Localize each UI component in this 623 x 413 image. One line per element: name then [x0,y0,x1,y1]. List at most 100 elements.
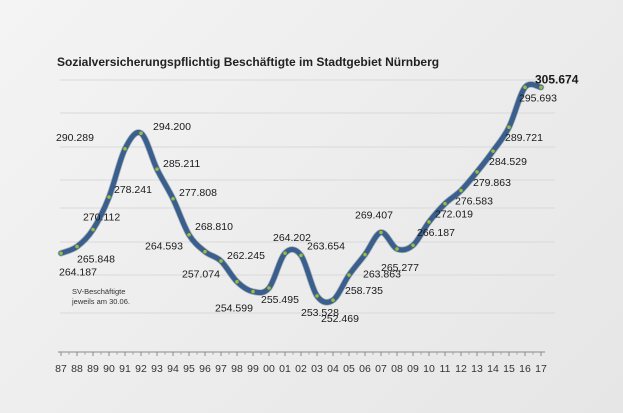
x-axis: 87 88 89 90 91 92 93 94 95 96 97 98 99 00 01 02 03 04 05 06… [55,351,547,375]
data-label: 258.735 [345,285,383,297]
data-point [379,230,383,235]
data-point [443,201,447,206]
data-label: 270.112 [83,212,120,224]
x-tick-label: 04 [327,363,339,375]
data-label: 305.674 [535,72,579,86]
x-tick-label: 06 [359,363,371,375]
data-label: 278.241 [114,184,152,196]
data-label: 253.528 [301,307,339,319]
x-tick-label: 95 [183,363,195,375]
data-label: 266.187 [417,227,455,239]
data-label: 257.074 [182,269,220,281]
x-tick-label: 92 [135,363,147,375]
x-tick-label: 00 [263,363,275,375]
x-tick-label: 17 [535,363,547,375]
note-line-1: SV-Beschäftigte [72,287,125,296]
data-label: 279.863 [473,177,511,189]
x-tick-label: 09 [407,363,419,375]
data-label: 265.848 [77,254,115,266]
data-point [459,188,463,193]
data-point [75,244,79,249]
x-tick-label: 99 [247,363,259,375]
data-label: 265.277 [381,262,419,274]
data-point [91,227,95,232]
data-label: 252.469 [321,313,359,325]
data-point [203,249,207,254]
chart-note: SV-Beschäftigte jeweils am 30.06. [71,287,130,306]
data-label: 294.200 [153,121,191,133]
data-label: 255.495 [261,294,299,306]
x-tick-label: 97 [215,363,227,375]
x-tick-label: 90 [103,363,115,375]
data-label: 263.654 [307,240,345,252]
data-label: 269.407 [355,209,393,221]
data-point [523,85,527,90]
x-tick-label: 10 [423,363,435,375]
data-point [315,294,319,298]
data-label: 272.019 [435,209,473,221]
x-tick-label: 93 [151,363,163,375]
data-label: 284.529 [489,156,527,168]
x-tick-label: 91 [119,363,131,375]
data-point [139,131,143,135]
data-point [59,251,63,256]
data-point [331,298,335,302]
chart-title: Sozialversicherungspflichtig Beschäftigt… [57,55,439,69]
x-tick-label: 94 [167,363,179,375]
data-point [235,279,239,284]
x-tick-label: 87 [55,363,67,375]
data-label: 277.808 [179,187,217,199]
grid-lines [60,79,555,314]
x-tick-label: 07 [375,363,387,375]
x-tick-label: 16 [519,363,531,375]
x-tick-label: 11 [440,363,451,375]
data-point [267,286,271,290]
x-tick-label: 14 [487,363,499,375]
data-label: 263.863 [363,269,401,281]
data-point [283,251,287,255]
x-tick-label: 96 [199,363,211,375]
x-tick-label: 88 [71,363,83,375]
data-label: 285.211 [163,158,200,170]
data-label: 276.583 [455,196,493,208]
data-point [411,243,415,248]
x-tick-label: 03 [311,363,323,375]
data-label: 290.289 [56,132,94,144]
x-tick-label: 15 [503,363,515,375]
data-label: 264.187 [59,266,97,278]
data-label: 262.245 [227,250,265,262]
data-point [539,85,543,90]
note-line-2: jeweils am 30.06. [71,297,130,306]
data-point [347,273,351,277]
x-tick-label: 89 [87,363,99,375]
data-point [507,125,511,130]
data-point [123,147,127,151]
data-label: 268.810 [195,221,233,233]
x-tick-label: 01 [279,363,291,375]
x-tick-label: 08 [391,363,403,375]
x-tick-label: 02 [295,363,307,375]
x-tick-label: 05 [343,363,355,375]
data-point [363,252,367,257]
data-point [427,220,431,224]
data-label: 289.721 [505,132,543,144]
data-point [155,167,159,171]
x-tick-label: 98 [231,363,243,375]
data-markers [59,85,543,302]
data-label: 264.593 [145,241,183,253]
data-point [171,196,175,201]
x-tick-label: 12 [455,363,467,375]
x-tick-label: 13 [471,363,483,375]
data-label: 254.599 [215,303,253,315]
data-point [395,247,399,251]
data-point [299,253,303,258]
data-point [475,170,479,174]
data-point [107,195,111,199]
data-point [219,259,223,263]
data-point [187,232,191,237]
data-point [491,149,495,153]
data-point [251,289,255,294]
